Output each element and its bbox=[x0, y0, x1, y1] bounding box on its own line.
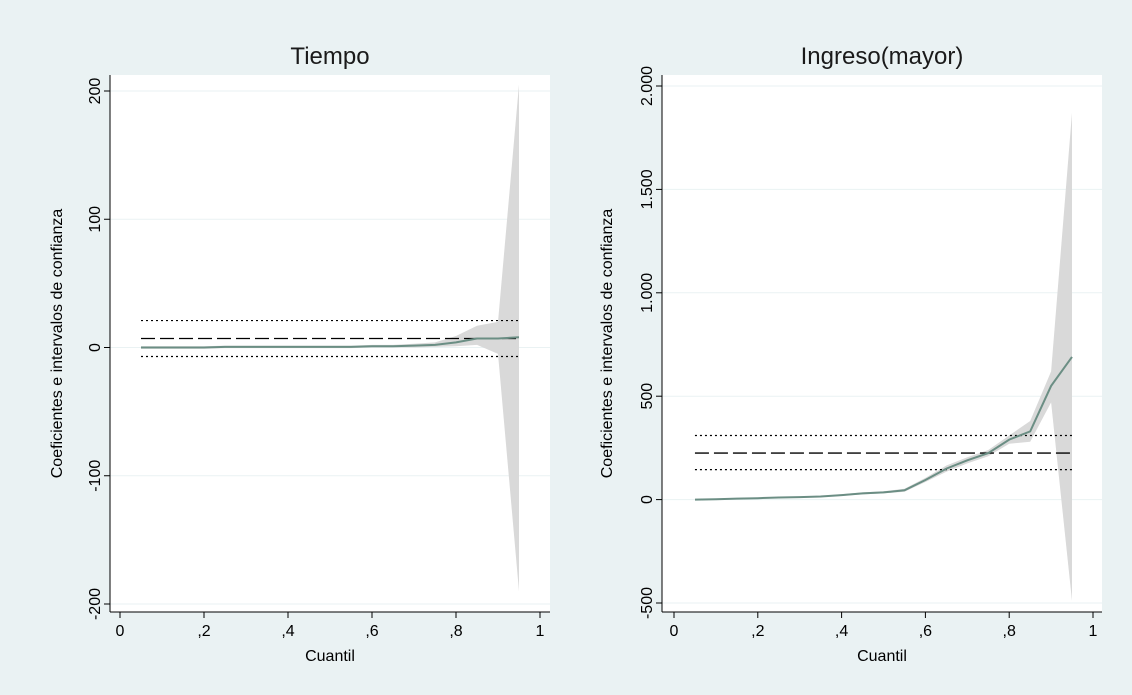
x-tick-label: ,4 bbox=[281, 623, 294, 640]
plot-area bbox=[662, 75, 1102, 612]
chart-title: Tiempo bbox=[290, 43, 369, 70]
x-tick-label: 0 bbox=[670, 623, 679, 640]
y-tick-label: 2.000 bbox=[639, 66, 656, 106]
x-tick-label: 0 bbox=[116, 623, 125, 640]
y-axis-title: Coeficientes e intervalos de confianza bbox=[49, 209, 66, 479]
y-axis-title: Coeficientes e intervalos de confianza bbox=[599, 209, 616, 479]
x-axis-title: Cuantil bbox=[857, 648, 907, 665]
x-tick-label: 1 bbox=[536, 623, 545, 640]
x-tick-label: ,8 bbox=[1003, 623, 1016, 640]
x-axis-title: Cuantil bbox=[305, 648, 355, 665]
y-tick-label: -500 bbox=[639, 587, 656, 619]
estimate-line bbox=[141, 336, 520, 349]
chart-ingreso-mayor: -500 0 500 1.000 1.500 2.000 0 ,2 ,4 ,6 ,8 1 Ingreso… bbox=[599, 43, 1102, 665]
chart-tiempo: -200 -100 0 100 200 0 ,2 ,4 ,6 ,8 1 Tiempo Cuantil Co… bbox=[49, 43, 550, 665]
y-tick-label: -100 bbox=[87, 460, 104, 492]
y-tick-label: 0 bbox=[87, 343, 104, 352]
y-tick-label: -200 bbox=[87, 588, 104, 620]
y-tick-label: 0 bbox=[639, 495, 656, 504]
x-tick-label: ,2 bbox=[197, 623, 210, 640]
x-tick-label: ,8 bbox=[449, 623, 462, 640]
y-tick-label: 100 bbox=[87, 206, 104, 233]
y-tick-label: 500 bbox=[639, 383, 656, 410]
x-tick-label: 1 bbox=[1089, 623, 1098, 640]
x-tick-label: ,6 bbox=[365, 623, 378, 640]
estimate-line bbox=[694, 356, 1073, 501]
chart-title: Ingreso(mayor) bbox=[801, 43, 964, 70]
x-tick-label: ,6 bbox=[919, 623, 932, 640]
y-tick-label: 1.000 bbox=[639, 273, 656, 313]
y-tick-label: 1.500 bbox=[639, 169, 656, 209]
y-tick-label: 200 bbox=[87, 78, 104, 105]
x-tick-label: ,2 bbox=[751, 623, 764, 640]
x-tick-label: ,4 bbox=[835, 623, 848, 640]
